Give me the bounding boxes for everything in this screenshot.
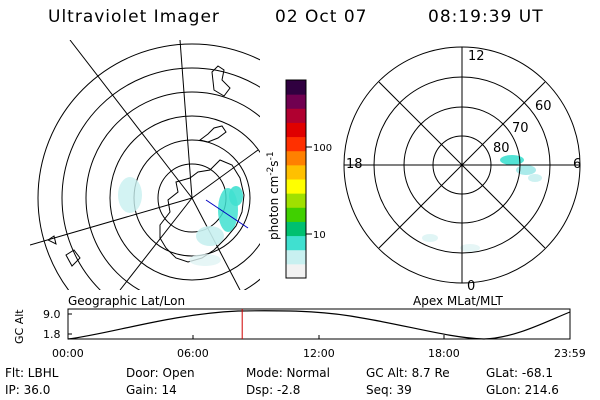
coastline-islands bbox=[47, 235, 81, 267]
x-tick-label: 12:00 bbox=[303, 347, 335, 360]
aurora-emission-right bbox=[422, 155, 542, 252]
colorbar-unit-label: photon cm-2s-1 bbox=[266, 151, 281, 240]
lon-line bbox=[69, 40, 193, 199]
lat-circle bbox=[61, 67, 260, 290]
lon-line bbox=[30, 197, 193, 246]
mlat-label-80: 80 bbox=[493, 141, 510, 156]
lat-circle bbox=[109, 115, 260, 281]
x-tick-label: 00:00 bbox=[52, 347, 84, 360]
lon-line bbox=[119, 197, 193, 290]
ip-info: IP: 36.0 bbox=[5, 383, 50, 397]
lat-circle bbox=[37, 43, 260, 290]
satellite-track bbox=[205, 199, 249, 229]
glat-info: GLat: -68.1 bbox=[486, 366, 553, 380]
left-map-label: Geographic Lat/Lon bbox=[68, 294, 185, 308]
lon-line bbox=[191, 149, 259, 199]
time-label: 08:19:39 UT bbox=[428, 7, 544, 27]
aurora-emission-left bbox=[118, 177, 243, 266]
gc-alt-info: GC Alt: 8.7 Re bbox=[366, 366, 450, 380]
coastline-peninsula bbox=[198, 125, 227, 143]
geographic-map bbox=[30, 40, 260, 290]
colorbar-cell bbox=[286, 94, 306, 109]
colorbar-cell bbox=[286, 150, 306, 166]
coastline bbox=[159, 159, 245, 263]
mlt-label-0: 0 bbox=[467, 279, 475, 294]
colorbar-cell bbox=[286, 164, 306, 180]
mlt-label-18: 18 bbox=[346, 157, 363, 172]
colorbar-cell bbox=[286, 179, 306, 194]
seq-info: Seq: 39 bbox=[366, 383, 412, 397]
mlt-label-12: 12 bbox=[468, 49, 485, 64]
colorbar-cell bbox=[286, 80, 306, 95]
gain-info: Gain: 14 bbox=[126, 383, 177, 397]
colorbar-cell bbox=[286, 263, 306, 279]
altitude-axis-label: GC Alt bbox=[13, 309, 26, 344]
colorbar: 100 10 photon cm-2s-1 bbox=[266, 79, 332, 279]
mlat-label-60: 60 bbox=[535, 99, 552, 114]
altitude-plot: 9.0 1.8 GC Alt 00:00 06:00 12:00 18:00 2… bbox=[13, 308, 586, 360]
colorbar-cell bbox=[286, 221, 306, 237]
x-tick-label: 23:59 bbox=[554, 347, 586, 360]
filter-info: Flt: LBHL bbox=[5, 366, 59, 380]
info-table: Flt: LBHL IP: 36.0 Door: Open Gain: 14 M… bbox=[5, 366, 559, 397]
colorbar-tick-label: 100 bbox=[313, 143, 332, 154]
lon-line bbox=[179, 40, 193, 199]
right-map-label: Apex MLat/MLT bbox=[413, 294, 503, 308]
lat-circle bbox=[85, 91, 260, 290]
instrument-title: Ultraviolet Imager bbox=[48, 7, 220, 27]
colorbar-cell bbox=[286, 207, 306, 222]
mode-info: Mode: Normal bbox=[246, 366, 330, 380]
glon-info: GLon: 214.6 bbox=[486, 383, 559, 397]
colorbar-tick-label: 10 bbox=[313, 230, 326, 241]
colorbar-cell bbox=[286, 235, 306, 251]
colorbar-cell bbox=[286, 136, 306, 152]
coastline-south-america bbox=[211, 65, 231, 97]
magnetic-polar-plot: 12 18 6 0 60 70 80 bbox=[343, 46, 581, 294]
date-label: 02 Oct 07 bbox=[275, 7, 368, 27]
mlt-line-diag bbox=[378, 81, 546, 249]
altitude-curve bbox=[67, 310, 571, 340]
mlat-label-70: 70 bbox=[512, 121, 529, 136]
dsp-info: Dsp: -2.8 bbox=[246, 383, 300, 397]
mlt-label-6: 6 bbox=[573, 157, 581, 172]
x-tick-label: 06:00 bbox=[177, 347, 209, 360]
y-tick-label-bottom: 1.8 bbox=[43, 328, 61, 341]
colorbar-cell bbox=[286, 108, 306, 123]
y-tick-label-top: 9.0 bbox=[43, 308, 61, 321]
colorbar-cell bbox=[286, 249, 306, 265]
x-tick-label: 18:00 bbox=[428, 347, 460, 360]
colorbar-cell bbox=[286, 122, 306, 138]
colorbar-cell bbox=[286, 193, 306, 208]
colorbar-frame bbox=[285, 79, 307, 279]
door-info: Door: Open bbox=[126, 366, 195, 380]
